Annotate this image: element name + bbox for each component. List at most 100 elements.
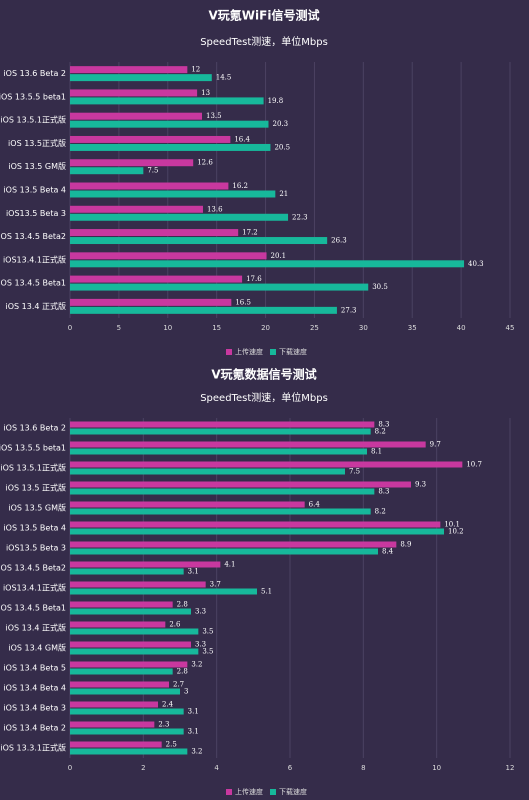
bar — [70, 252, 267, 260]
y-tick-label: iOS 13.4.5 Beta1 — [0, 279, 66, 288]
x-tick-label: 25 — [310, 324, 319, 332]
value-label: 16.2 — [232, 182, 248, 190]
y-tick-label: iOS13.4.1正式版 — [3, 583, 66, 593]
x-tick-label: 6 — [288, 764, 293, 772]
x-tick-label: 10 — [163, 324, 172, 332]
bar — [70, 668, 173, 675]
y-tick-label: iOS 13.4.5 Beta1 — [0, 604, 66, 613]
value-label: 2.5 — [166, 741, 177, 749]
bar — [70, 461, 463, 468]
value-label: 8.1 — [371, 448, 382, 456]
y-tick-label: iOS 13.5.5 beta1 — [0, 92, 66, 101]
y-tick-label: iOS 13.6 Beta 2 — [3, 424, 66, 433]
bar — [70, 66, 188, 74]
value-label: 8.3 — [378, 421, 389, 429]
value-label: 7.5 — [147, 167, 158, 175]
y-tick-label: iOS 13.3.1正式版 — [0, 743, 66, 753]
y-tick-label: iOS 13.5 GM版 — [8, 503, 66, 513]
x-tick-label: 15 — [212, 324, 221, 332]
x-tick-label: 10 — [432, 764, 441, 772]
y-tick-label: iOS 13.5.1正式版 — [0, 115, 66, 125]
bar — [70, 229, 239, 237]
bar — [70, 488, 375, 495]
bar — [70, 528, 444, 535]
bar — [70, 748, 188, 755]
legend-label: 上传速度 — [235, 347, 263, 356]
value-label: 3.3 — [195, 641, 206, 649]
bar — [70, 741, 162, 748]
bar — [70, 568, 184, 575]
legend-label: 下载速度 — [279, 347, 307, 356]
value-label: 3.1 — [188, 708, 199, 716]
y-tick-label: iOS 13.5.1正式版 — [0, 463, 66, 473]
y-tick-label: iOS 13.4 正式版 — [6, 623, 67, 633]
x-tick-label: 2 — [141, 764, 145, 772]
bar — [70, 112, 202, 120]
y-tick-label: iOS 13.5 Beta 4 — [3, 186, 66, 195]
x-tick-label: 5 — [117, 324, 121, 332]
chart-title: V玩氪WiFi信号测试 — [209, 8, 320, 23]
bar — [70, 448, 367, 455]
value-label: 14.5 — [216, 74, 232, 82]
legend-label: 下载速度 — [279, 787, 307, 796]
bar — [70, 701, 158, 708]
bar — [70, 688, 180, 695]
chart-subtitle: SpeedTest测速，单位Mbps — [200, 391, 328, 404]
y-tick-label: iOS 13.5 正式版 — [6, 483, 67, 493]
bar — [70, 167, 144, 175]
bar — [70, 621, 166, 628]
value-label: 2.6 — [169, 621, 181, 629]
y-tick-label: iOS 13.5正式版 — [8, 138, 66, 148]
bar — [70, 728, 184, 735]
value-label: 13.6 — [207, 205, 223, 213]
bar — [70, 661, 188, 668]
value-label: 3.1 — [188, 728, 199, 736]
bar — [70, 481, 411, 488]
value-label: 2.4 — [162, 701, 174, 709]
bar — [70, 681, 169, 688]
value-label: 4.1 — [224, 561, 235, 569]
bar — [70, 501, 305, 508]
y-tick-label: iOS 13.5.5 beta1 — [0, 444, 66, 453]
bar — [70, 213, 289, 221]
value-label: 2.7 — [173, 681, 184, 689]
legend-label: 上传速度 — [235, 787, 263, 796]
value-label: 12 — [191, 66, 200, 74]
y-tick-label: iOS 13.4 正式版 — [6, 301, 67, 311]
value-label: 30.5 — [372, 283, 388, 291]
value-label: 2.3 — [158, 721, 169, 729]
bar — [70, 588, 257, 595]
value-label: 40.3 — [468, 260, 484, 268]
value-label: 7.5 — [349, 468, 360, 476]
bar — [70, 143, 271, 151]
bar — [70, 205, 203, 213]
bar — [70, 541, 397, 548]
bar — [70, 260, 465, 268]
y-tick-label: iOS 13.5 Beta 4 — [3, 524, 66, 533]
value-label: 13.5 — [206, 112, 222, 120]
value-label: 9.7 — [430, 441, 441, 449]
bar — [70, 441, 426, 448]
chart-title: V玩氪数据信号测试 — [211, 367, 316, 382]
value-label: 3.2 — [191, 661, 202, 669]
x-tick-label: 20 — [261, 324, 270, 332]
bar — [70, 421, 375, 428]
legend-swatch — [226, 349, 232, 355]
bar — [70, 237, 328, 245]
value-label: 3.1 — [188, 568, 199, 576]
value-label: 21 — [279, 190, 288, 198]
value-label: 8.3 — [378, 488, 389, 496]
bar — [70, 641, 191, 648]
y-tick-label: iOS 13.4 Beta 3 — [3, 704, 66, 713]
bar — [70, 159, 194, 167]
value-label: 10.2 — [448, 528, 464, 536]
x-tick-label: 4 — [214, 764, 219, 772]
bar — [70, 89, 198, 97]
value-label: 20.3 — [272, 120, 288, 128]
value-label: 3.3 — [195, 608, 206, 616]
value-label: 16.5 — [235, 298, 251, 306]
value-label: 2.8 — [177, 668, 188, 676]
x-tick-label: 45 — [506, 324, 515, 332]
bar — [70, 601, 173, 608]
